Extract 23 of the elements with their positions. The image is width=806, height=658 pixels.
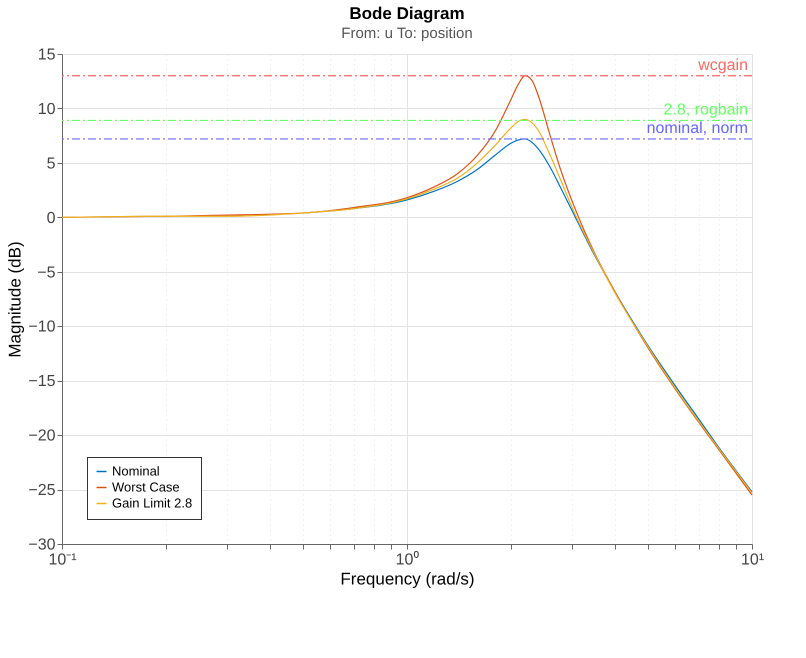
legend-label: Worst Case	[112, 480, 180, 494]
legend-label: Nominal	[112, 464, 160, 478]
y-tick-label: −25	[28, 482, 56, 500]
ref-line-label: wcgain	[697, 56, 748, 74]
y-tick-label: −15	[28, 373, 56, 390]
y-tick-label: 15	[38, 46, 56, 64]
ref-line-label: 2.8, rogbain	[663, 101, 748, 118]
y-tick-label: −10	[28, 318, 56, 336]
x-tick-label: 10⁻¹	[48, 552, 77, 568]
y-tick-label: −5	[37, 264, 56, 282]
legend-label: Gain Limit 2.8	[112, 496, 192, 510]
chart-subtitle: From: u To: position	[341, 25, 473, 42]
x-axis-title: Frequency (rad/s)	[340, 570, 475, 588]
y-axis-title: Magnitude (dB)	[5, 241, 24, 358]
y-tick-label: −30	[28, 536, 56, 554]
y-tick-label: 10	[38, 100, 56, 118]
y-tick-label: 0	[46, 210, 56, 227]
y-tick-label: 5	[46, 155, 56, 172]
x-tick-label: 10⁰	[396, 550, 420, 568]
x-tick-label: 10¹	[740, 552, 764, 568]
y-tick-label: −20	[28, 428, 56, 445]
ref-line-label: nominal, norm	[646, 120, 748, 137]
chart-title: Bode Diagram	[349, 4, 465, 23]
